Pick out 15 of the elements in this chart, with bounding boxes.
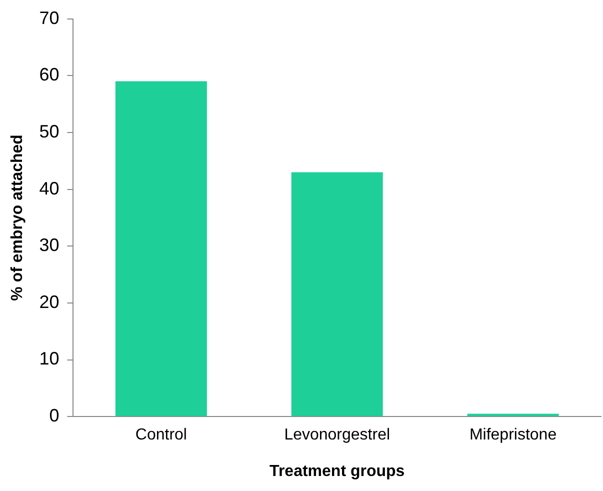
y-tick-label: 20 bbox=[39, 292, 60, 312]
y-tick-label: 50 bbox=[39, 121, 60, 142]
y-tick-label: 70 bbox=[39, 8, 60, 28]
x-axis-title: Treatment groups bbox=[270, 462, 405, 480]
bar bbox=[115, 81, 207, 416]
y-tick-label: 10 bbox=[39, 348, 60, 369]
x-tick-label: Mifepristone bbox=[469, 426, 557, 444]
y-axis-title: % of embryo attached bbox=[9, 134, 26, 301]
x-tick-label: Control bbox=[135, 426, 187, 444]
x-tick-label: Levonorgestrel bbox=[284, 426, 390, 444]
y-tick-label: 40 bbox=[39, 178, 60, 198]
y-tick-label: 60 bbox=[39, 64, 60, 85]
bar bbox=[291, 172, 383, 416]
y-tick-label: 0 bbox=[49, 406, 60, 426]
y-tick-label: 30 bbox=[39, 235, 60, 256]
